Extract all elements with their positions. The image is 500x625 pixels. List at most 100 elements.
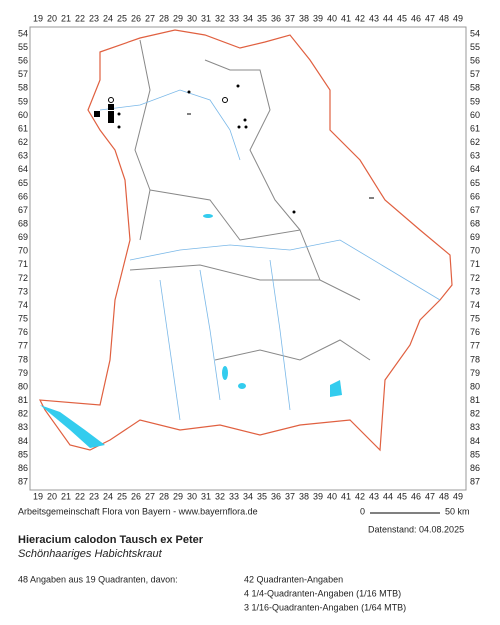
column-label: 21 (61, 13, 71, 23)
column-label: 31 (201, 491, 211, 501)
column-label: 44 (383, 13, 393, 23)
column-label: 30 (187, 13, 197, 23)
row-label: 70 (470, 246, 480, 256)
column-label: 45 (397, 491, 407, 501)
date: Datenstand: 04.08.2025 (368, 524, 464, 534)
column-label: 49 (453, 13, 463, 23)
column-label: 44 (383, 491, 393, 501)
common-name: Schönhaariges Habichtskraut (18, 548, 163, 560)
column-label: 27 (145, 491, 155, 501)
row-label: 67 (18, 205, 28, 215)
column-label: 40 (327, 491, 337, 501)
column-label: 23 (89, 13, 99, 23)
row-label: 65 (470, 178, 480, 188)
row-label: 69 (18, 232, 28, 242)
row-label: 81 (18, 395, 28, 405)
column-label: 25 (117, 491, 127, 501)
row-label: 80 (18, 381, 28, 391)
summary-line: 42 Quadranten-Angaben (244, 574, 343, 584)
column-label: 30 (187, 491, 197, 501)
column-label: 34 (243, 13, 253, 23)
column-label: 36 (271, 13, 281, 23)
row-label: 66 (18, 191, 28, 201)
row-label: 56 (470, 56, 480, 66)
row-label: 85 (470, 449, 480, 459)
row-label: 84 (18, 436, 28, 446)
column-label: 26 (131, 13, 141, 23)
column-label: 41 (341, 13, 351, 23)
column-label: 42 (355, 491, 365, 501)
row-label: 59 (470, 96, 480, 106)
column-label: 47 (425, 491, 435, 501)
row-label: 58 (18, 83, 28, 93)
row-label: 82 (18, 409, 28, 419)
row-label: 78 (18, 354, 28, 364)
district-borders (129, 39, 371, 361)
row-label: 64 (18, 164, 28, 174)
state-border (38, 29, 453, 452)
row-label: 87 (18, 477, 28, 487)
column-label: 24 (103, 491, 113, 501)
row-label: 75 (18, 314, 28, 324)
row-label: 71 (470, 259, 480, 269)
column-label: 19 (33, 491, 43, 501)
row-label: 54 (470, 28, 480, 38)
column-label: 34 (243, 491, 253, 501)
row-label: 57 (18, 69, 28, 79)
column-label: 28 (159, 13, 169, 23)
row-label: 78 (470, 354, 480, 364)
row-label: 80 (470, 381, 480, 391)
species-name: Hieracium calodon Tausch ex Peter (18, 534, 204, 546)
column-label: 46 (411, 491, 421, 501)
row-label: 62 (470, 137, 480, 147)
row-label: 75 (470, 314, 480, 324)
column-label: 43 (369, 13, 379, 23)
column-label: 46 (411, 13, 421, 23)
row-label: 67 (470, 205, 480, 215)
row-label: 55 (470, 42, 480, 52)
row-label: 77 (470, 341, 480, 351)
row-label: 72 (18, 273, 28, 283)
column-label: 33 (229, 13, 239, 23)
column-label: 29 (173, 13, 183, 23)
row-label: 58 (470, 83, 480, 93)
row-label: 79 (18, 368, 28, 378)
column-label: 43 (369, 491, 379, 501)
column-label: 25 (117, 13, 127, 23)
row-label: 63 (470, 151, 480, 161)
row-label: 68 (18, 218, 28, 228)
column-label: 26 (131, 491, 141, 501)
column-label: 33 (229, 491, 239, 501)
column-label: 39 (313, 13, 323, 23)
row-label: 73 (18, 286, 28, 296)
row-label: 73 (470, 286, 480, 296)
map-frame (29, 26, 467, 491)
column-label: 49 (453, 491, 463, 501)
row-label: 84 (470, 436, 480, 446)
column-label: 36 (271, 491, 281, 501)
row-label: 79 (470, 368, 480, 378)
column-label: 29 (173, 491, 183, 501)
scale-start: 0 (360, 506, 365, 516)
row-label: 70 (18, 246, 28, 256)
scale-end: 50 km (445, 506, 470, 516)
column-label: 45 (397, 13, 407, 23)
row-label: 72 (470, 273, 480, 283)
column-label: 27 (145, 13, 155, 23)
row-label: 64 (470, 164, 480, 174)
credit: Arbeitsgemeinschaft Flora von Bayern - w… (18, 506, 258, 516)
row-label: 69 (470, 232, 480, 242)
column-label: 28 (159, 491, 169, 501)
summary-line: 3 1/16-Quadranten-Angaben (1/64 MTB) (244, 602, 406, 612)
row-label: 60 (470, 110, 480, 120)
occurrence-markers (94, 84, 374, 214)
row-label: 60 (18, 110, 28, 120)
column-label: 39 (313, 491, 323, 501)
row-label: 86 (470, 463, 480, 473)
summary-line: 4 1/4-Quadranten-Angaben (1/16 MTB) (244, 588, 401, 598)
row-label: 81 (470, 395, 480, 405)
column-label: 38 (299, 491, 309, 501)
row-label: 85 (18, 449, 28, 459)
column-label: 37 (285, 13, 295, 23)
